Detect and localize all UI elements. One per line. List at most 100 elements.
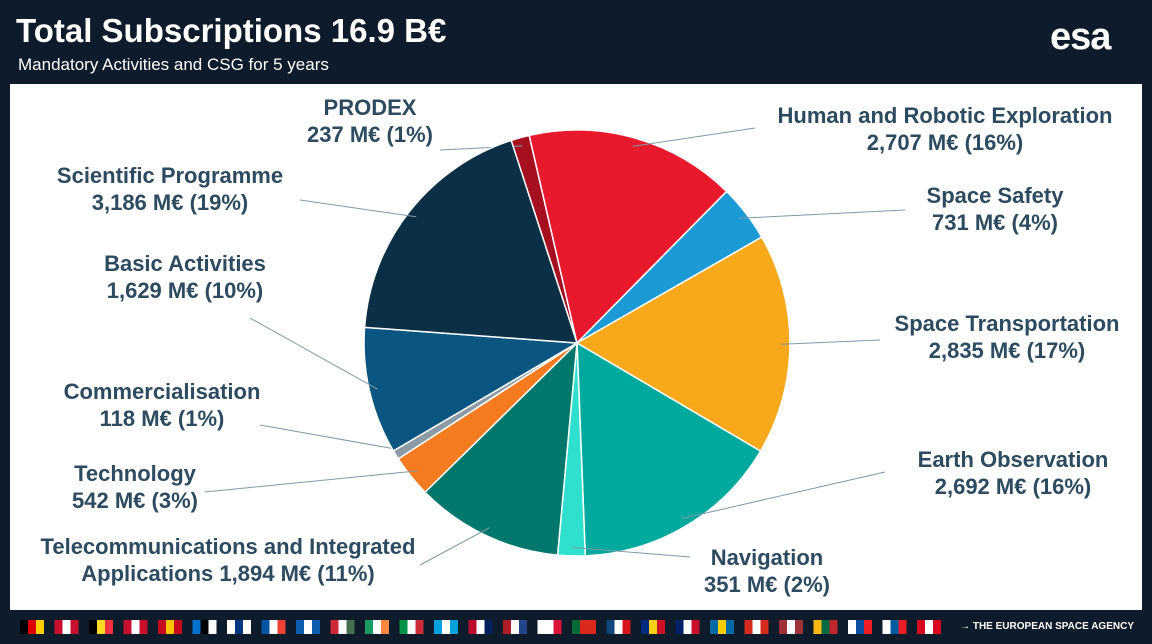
flag (89, 620, 97, 634)
flag (28, 620, 36, 634)
logo: esa (1050, 16, 1111, 58)
value-label: 3,186 M€ (19%) (91, 190, 249, 215)
flag (484, 620, 493, 634)
slice-label: PRODEX 237 M€ (1%) (270, 94, 470, 148)
flag (511, 620, 519, 634)
flag (710, 620, 718, 634)
flag (641, 620, 649, 634)
flag (123, 620, 132, 634)
title: Total Subscriptions 16.9 B€ (16, 12, 447, 49)
flag (139, 620, 148, 634)
value-label: 351 M€ (2%) (704, 572, 830, 597)
flag (261, 620, 270, 634)
flag (243, 620, 251, 634)
flag (519, 620, 527, 634)
flag (54, 620, 63, 634)
pie-slice (576, 341, 762, 557)
flag (917, 620, 925, 634)
value-label: 237 M€ (1%) (307, 122, 433, 147)
flag (779, 620, 787, 634)
leader-line (249, 317, 379, 390)
flag (760, 620, 769, 634)
slice-label: Telecommunications and Integrated Applic… (8, 533, 448, 587)
slice-label: Space Safety 731 M€ (4%) (875, 182, 1115, 236)
flag (856, 620, 864, 634)
flag (933, 620, 941, 634)
value-label: 542 M€ (3%) (72, 488, 198, 513)
flag (683, 620, 692, 634)
flag (572, 620, 580, 634)
category-label: Space Safety (926, 183, 1064, 208)
flag (330, 620, 339, 634)
flag (442, 620, 450, 634)
flag (813, 620, 822, 634)
flag (718, 620, 726, 634)
leader-line (204, 470, 418, 493)
flag (553, 620, 562, 634)
flag (649, 620, 657, 634)
category-label: Navigation (710, 545, 824, 570)
slice-label: Basic Activities 1,629 M€ (10%) (65, 250, 305, 304)
flag (468, 620, 477, 634)
value-label: 118 M€ (1%) (99, 406, 225, 431)
flag (829, 620, 838, 634)
slice-label: Technology 542 M€ (3%) (35, 460, 235, 514)
flag (434, 620, 442, 634)
flag (606, 620, 615, 634)
flag (864, 620, 872, 634)
value-label: 731 M€ (4%) (932, 210, 1058, 235)
slice-label: Scientific Programme 3,186 M€ (19%) (30, 162, 310, 216)
category-label: Commercialisation (63, 379, 261, 404)
category-label: Human and Robotic Exploration (777, 103, 1113, 128)
flag (675, 620, 684, 634)
category-label: Technology (74, 461, 196, 486)
flag (744, 620, 753, 634)
category-label: PRODEX (323, 95, 417, 120)
flag (131, 620, 140, 634)
flag (821, 620, 830, 634)
flag (476, 620, 485, 634)
flag (296, 620, 304, 634)
flag (890, 620, 899, 634)
category-label: Basic Activities (104, 251, 266, 276)
flag (105, 620, 113, 634)
chart (204, 127, 906, 566)
value-label: 2,707 M€ (16%) (866, 130, 1024, 155)
leader-line (632, 127, 756, 147)
leader-line (681, 471, 886, 519)
flag (304, 620, 312, 634)
category-label: Space Transportation (894, 311, 1120, 336)
flag (925, 620, 933, 634)
flag (166, 620, 174, 634)
flag (691, 620, 700, 634)
flag (588, 620, 596, 634)
flag (898, 620, 907, 634)
flag (407, 620, 416, 634)
leader-line (738, 209, 906, 219)
flag (192, 620, 201, 634)
flag (277, 620, 286, 634)
flag-strip (20, 620, 941, 634)
flag (158, 620, 166, 634)
flag (269, 620, 278, 634)
flag (97, 620, 105, 634)
flag (537, 620, 546, 634)
slice-label: Earth Observation 2,692 M€ (16%) (883, 446, 1143, 500)
flag (312, 620, 320, 634)
flag (365, 620, 373, 634)
flag (787, 620, 795, 634)
value-label: 1,629 M€ (10%) (106, 278, 264, 303)
flag (346, 620, 355, 634)
flag (174, 620, 182, 634)
flag (657, 620, 665, 634)
category-label: Earth Observation (917, 447, 1109, 472)
leader-line (571, 546, 691, 558)
flag (545, 620, 554, 634)
flag (381, 620, 389, 634)
flag (399, 620, 408, 634)
leader-line (781, 339, 881, 345)
flag (726, 620, 734, 634)
flag (614, 620, 623, 634)
flag (503, 620, 511, 634)
